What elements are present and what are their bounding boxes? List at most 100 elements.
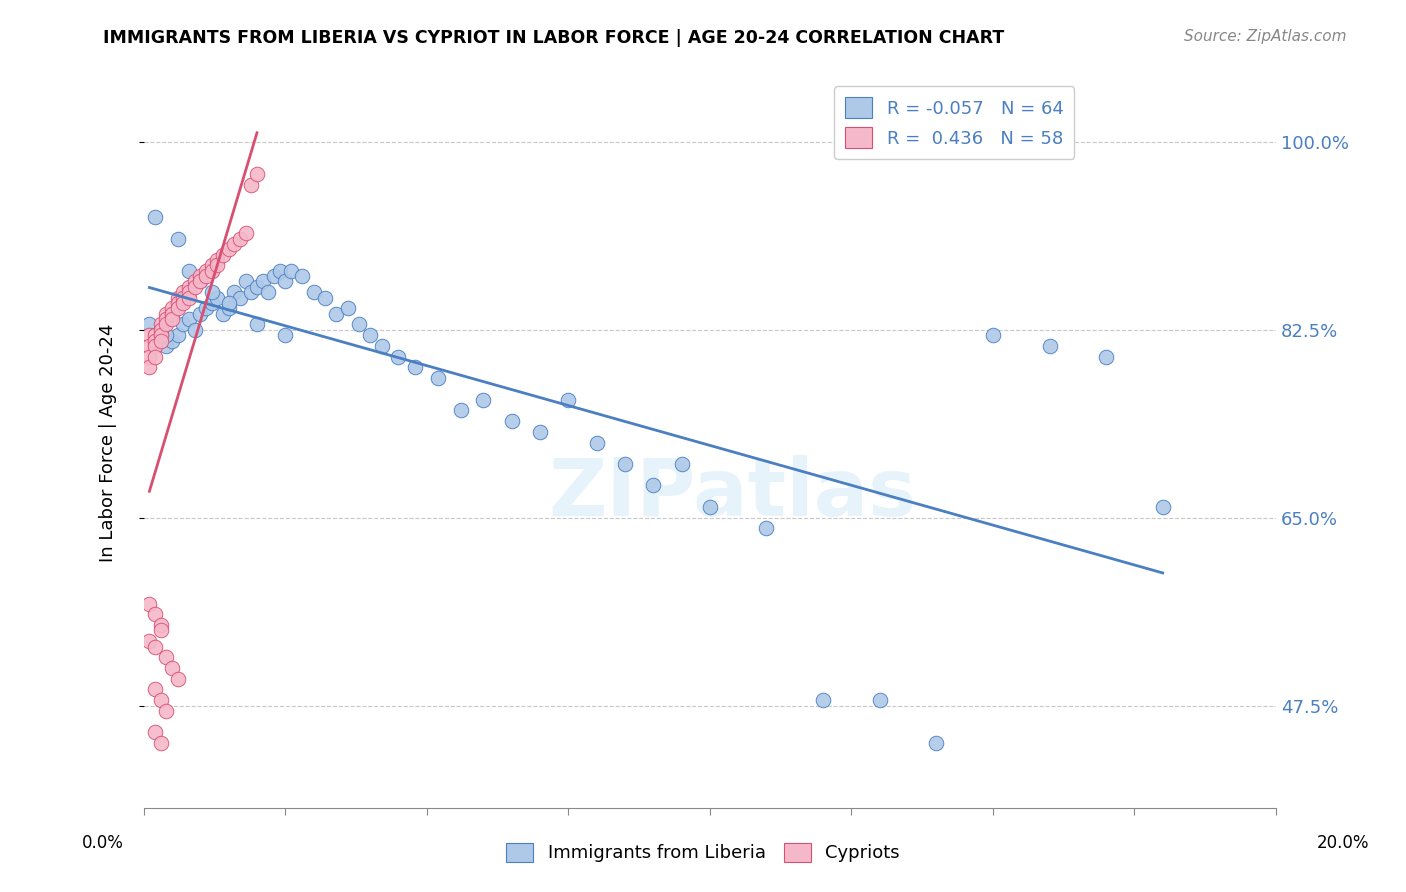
Point — [195, 263, 218, 277]
Point — [325, 307, 347, 321]
Point — [138, 597, 160, 611]
Point — [557, 392, 579, 407]
Point — [155, 312, 177, 326]
Point — [155, 704, 177, 718]
Point — [212, 247, 235, 261]
Point — [183, 280, 205, 294]
Legend: Immigrants from Liberia, Cypriots: Immigrants from Liberia, Cypriots — [499, 836, 907, 870]
Point — [246, 167, 269, 181]
Point — [190, 269, 212, 284]
Point — [274, 328, 297, 343]
Point — [149, 618, 172, 632]
Point — [257, 285, 280, 300]
Point — [811, 693, 834, 707]
Point — [166, 296, 188, 310]
Point — [143, 350, 166, 364]
Point — [177, 263, 200, 277]
Point — [347, 318, 370, 332]
Point — [160, 301, 183, 316]
Point — [149, 323, 172, 337]
Point — [472, 392, 495, 407]
Point — [314, 291, 336, 305]
Point — [138, 360, 160, 375]
Point — [183, 323, 205, 337]
Point — [755, 521, 778, 535]
Point — [138, 634, 160, 648]
Point — [155, 307, 177, 321]
Point — [149, 318, 172, 332]
Text: Source: ZipAtlas.com: Source: ZipAtlas.com — [1184, 29, 1347, 44]
Point — [177, 312, 200, 326]
Point — [1152, 500, 1174, 514]
Point — [143, 210, 166, 224]
Point — [138, 339, 160, 353]
Point — [177, 280, 200, 294]
Point — [671, 457, 693, 471]
Point — [166, 301, 188, 316]
Point — [501, 414, 523, 428]
Point — [235, 275, 257, 289]
Point — [138, 328, 160, 343]
Point — [138, 350, 160, 364]
Point — [263, 269, 285, 284]
Point — [218, 242, 240, 256]
Point — [138, 318, 160, 332]
Point — [172, 285, 194, 300]
Point — [981, 328, 1004, 343]
Point — [160, 312, 183, 326]
Text: 20.0%: 20.0% — [1316, 834, 1369, 852]
Point — [160, 661, 183, 675]
Point — [405, 360, 427, 375]
Point — [149, 334, 172, 348]
Point — [336, 301, 359, 316]
Point — [246, 280, 269, 294]
Point — [274, 275, 297, 289]
Point — [155, 339, 177, 353]
Point — [229, 291, 252, 305]
Point — [177, 285, 200, 300]
Point — [155, 328, 177, 343]
Point — [195, 269, 218, 284]
Point — [143, 328, 166, 343]
Point — [450, 403, 472, 417]
Point — [143, 725, 166, 739]
Point — [240, 285, 263, 300]
Point — [172, 296, 194, 310]
Point — [201, 258, 224, 272]
Point — [699, 500, 721, 514]
Point — [291, 269, 314, 284]
Point — [585, 435, 607, 450]
Point — [269, 263, 291, 277]
Point — [370, 339, 392, 353]
Point — [155, 318, 177, 332]
Point — [529, 425, 551, 439]
Point — [172, 318, 194, 332]
Point — [160, 334, 183, 348]
Text: 0.0%: 0.0% — [82, 834, 124, 852]
Point — [149, 328, 172, 343]
Point — [201, 296, 224, 310]
Point — [643, 478, 665, 492]
Point — [166, 328, 188, 343]
Point — [143, 682, 166, 697]
Point — [224, 236, 246, 251]
Point — [218, 296, 240, 310]
Point — [201, 263, 224, 277]
Point — [1038, 339, 1060, 353]
Point — [143, 607, 166, 622]
Point — [172, 291, 194, 305]
Point — [149, 323, 172, 337]
Point — [387, 350, 409, 364]
Point — [166, 672, 188, 686]
Point — [166, 291, 188, 305]
Point — [246, 318, 269, 332]
Legend: R = -0.057   N = 64, R =  0.436   N = 58: R = -0.057 N = 64, R = 0.436 N = 58 — [834, 87, 1074, 159]
Point — [252, 275, 274, 289]
Point — [240, 178, 263, 192]
Point — [224, 285, 246, 300]
Point — [143, 328, 166, 343]
Point — [218, 301, 240, 316]
Point — [149, 624, 172, 638]
Point — [201, 285, 224, 300]
Point — [207, 258, 229, 272]
